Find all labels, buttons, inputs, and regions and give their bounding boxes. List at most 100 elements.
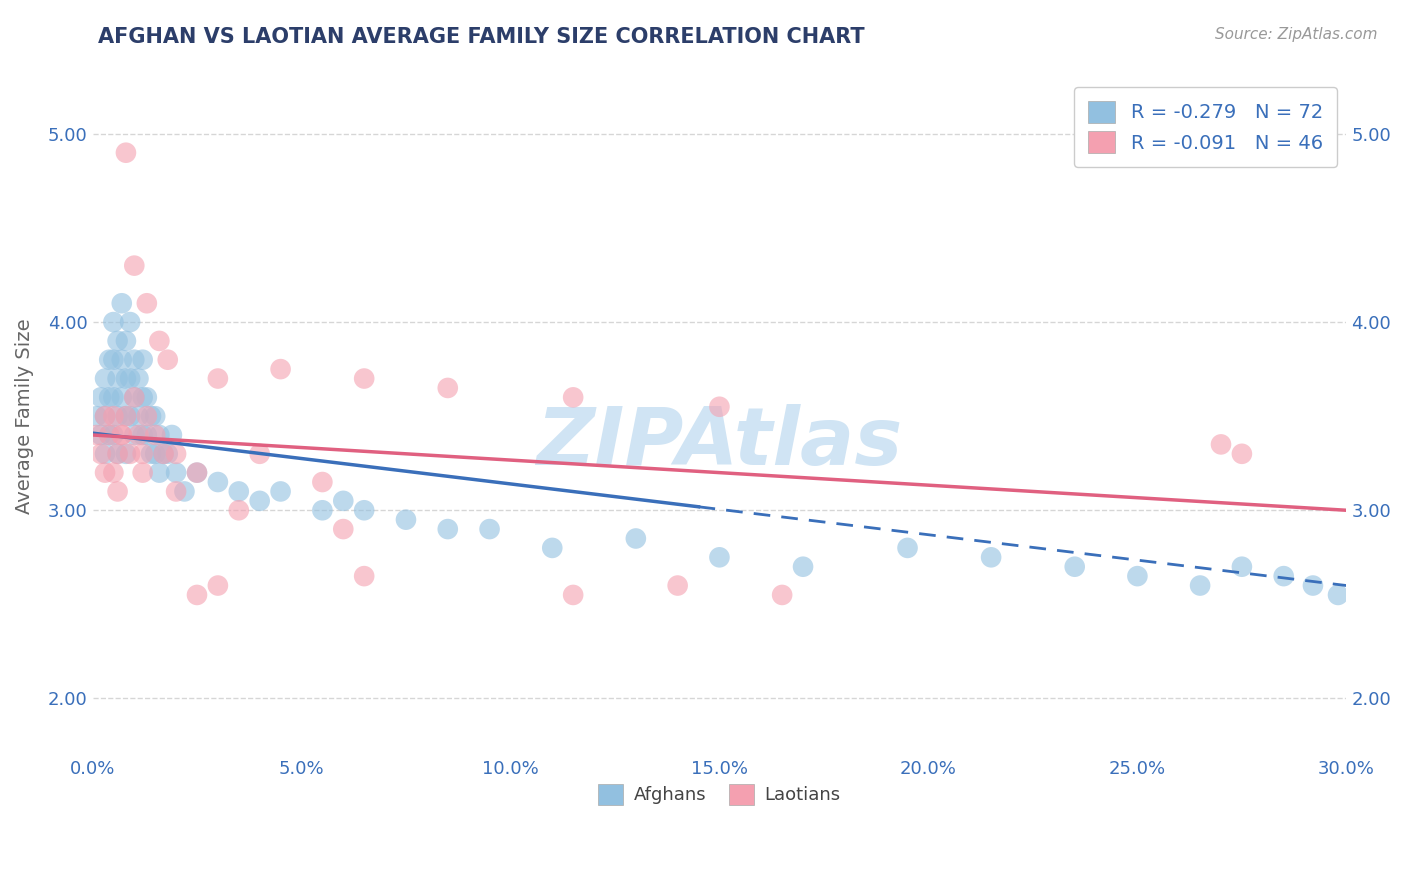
Point [270,362,292,376]
Point [86,428,108,442]
Point [249,493,271,508]
Point [107,334,129,348]
Point [90,447,112,461]
Point [1327,588,1350,602]
Point [228,484,250,499]
Point [207,475,229,489]
Point [103,409,125,424]
Point [111,296,134,310]
Point [131,352,153,367]
Point [1126,569,1149,583]
Point [94,409,117,424]
Point [896,541,918,555]
Point [311,503,333,517]
Point [127,371,149,385]
Point [107,484,129,499]
Point [186,466,208,480]
Point [1230,559,1253,574]
Point [186,588,208,602]
Point [186,466,208,480]
Point [124,259,146,273]
Point [94,371,117,385]
Point [436,381,458,395]
Point [111,390,134,404]
Point [148,428,170,442]
Point [98,428,121,442]
Point [103,315,125,329]
Point [143,428,166,442]
Point [131,447,153,461]
Point [103,428,125,442]
Point [86,409,108,424]
Point [152,447,174,461]
Point [395,513,418,527]
Point [127,428,149,442]
Point [111,428,134,442]
Point [120,447,142,461]
Point [127,409,149,424]
Text: AFGHAN VS LAOTIAN AVERAGE FAMILY SIZE CORRELATION CHART: AFGHAN VS LAOTIAN AVERAGE FAMILY SIZE CO… [98,27,865,46]
Point [103,466,125,480]
Point [115,447,138,461]
Point [709,550,731,565]
Point [1189,578,1212,592]
Point [1230,447,1253,461]
Text: Source: ZipAtlas.com: Source: ZipAtlas.com [1215,27,1378,42]
Point [311,475,333,489]
Point [120,315,142,329]
Point [541,541,564,555]
Point [124,352,146,367]
Point [115,334,138,348]
Point [165,466,187,480]
Point [666,578,689,592]
Point [249,447,271,461]
Point [135,428,157,442]
Point [94,447,117,461]
Point [139,409,162,424]
Point [103,352,125,367]
Point [94,466,117,480]
Point [228,503,250,517]
Point [207,371,229,385]
Point [131,466,153,480]
Point [143,447,166,461]
Point [792,559,814,574]
Point [107,447,129,461]
Point [332,493,354,508]
Point [135,296,157,310]
Y-axis label: Average Family Size: Average Family Size [15,318,34,514]
Point [90,390,112,404]
Point [1063,559,1085,574]
Point [120,371,142,385]
Point [1302,578,1324,592]
Point [143,409,166,424]
Point [107,447,129,461]
Point [148,466,170,480]
Point [160,428,183,442]
Point [270,484,292,499]
Point [207,578,229,592]
Point [103,390,125,404]
Point [562,588,585,602]
Point [124,390,146,404]
Point [115,145,138,160]
Point [148,334,170,348]
Point [98,428,121,442]
Point [624,532,647,546]
Point [98,390,121,404]
Point [332,522,354,536]
Point [156,447,179,461]
Point [165,484,187,499]
Point [1272,569,1295,583]
Point [94,409,117,424]
Point [107,371,129,385]
Point [152,447,174,461]
Point [562,390,585,404]
Point [478,522,501,536]
Point [353,569,375,583]
Point [131,428,153,442]
Point [120,409,142,424]
Point [111,352,134,367]
Point [90,428,112,442]
Point [111,428,134,442]
